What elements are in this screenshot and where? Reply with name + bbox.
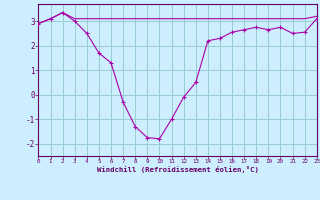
X-axis label: Windchill (Refroidissement éolien,°C): Windchill (Refroidissement éolien,°C) <box>97 166 259 173</box>
